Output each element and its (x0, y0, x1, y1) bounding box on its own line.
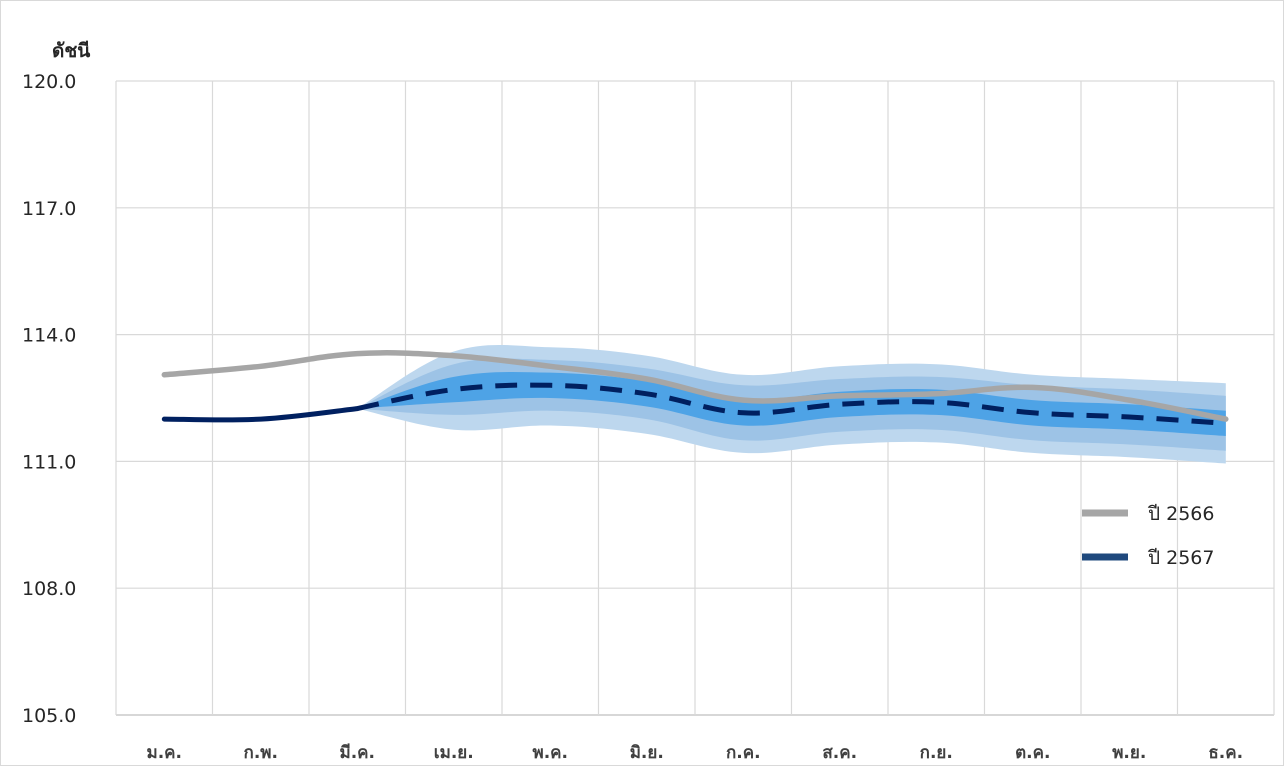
legend-label-2566: ปี 2566 (1147, 503, 1214, 525)
series-line-2567-actual (161, 406, 360, 423)
x-axis-tick-labels: ม.ค. ก.พ. มี.ค. เม.ย. พ.ค. มิ.ย. ก.ค. ส.ค. ก.ย. ต… (147, 742, 1244, 763)
x-tick-label: เม.ย. (434, 743, 474, 763)
y-tick-label: 117.0 (22, 198, 76, 220)
series-line-2567-forecast (356, 382, 1226, 426)
x-tick-label: มี.ค. (340, 742, 376, 763)
x-tick-label: ส.ค. (822, 743, 857, 763)
legend: ปี 2566 ปี 2567 (1082, 503, 1214, 569)
x-tick-label: ธ.ค. (1208, 743, 1243, 763)
legend-label-2567: ปี 2567 (1147, 547, 1214, 569)
y-tick-label: 114.0 (22, 325, 76, 347)
series-line-2566 (161, 350, 1229, 422)
y-tick-label: 120.0 (22, 71, 76, 93)
x-tick-label: พ.ค. (533, 743, 569, 763)
y-tick-label: 111.0 (22, 451, 76, 473)
y-tick-label: 105.0 (22, 705, 76, 727)
x-tick-label: ก.ย. (920, 743, 953, 763)
y-axis-tick-labels: 105.0 108.0 111.0 114.0 117.0 120.0 (22, 71, 76, 727)
x-tick-label: ก.ค. (726, 743, 761, 763)
x-tick-label: ก.พ. (244, 743, 278, 763)
y-axis-label: ดัชนี (52, 40, 90, 62)
x-tick-label: ต.ค. (1015, 743, 1050, 763)
series-lines (161, 350, 1229, 426)
y-tick-label: 108.0 (22, 578, 76, 600)
x-tick-label: พ.ย. (1112, 743, 1146, 763)
x-tick-label: ม.ค. (147, 743, 183, 763)
x-tick-label: มิ.ย. (630, 743, 664, 763)
